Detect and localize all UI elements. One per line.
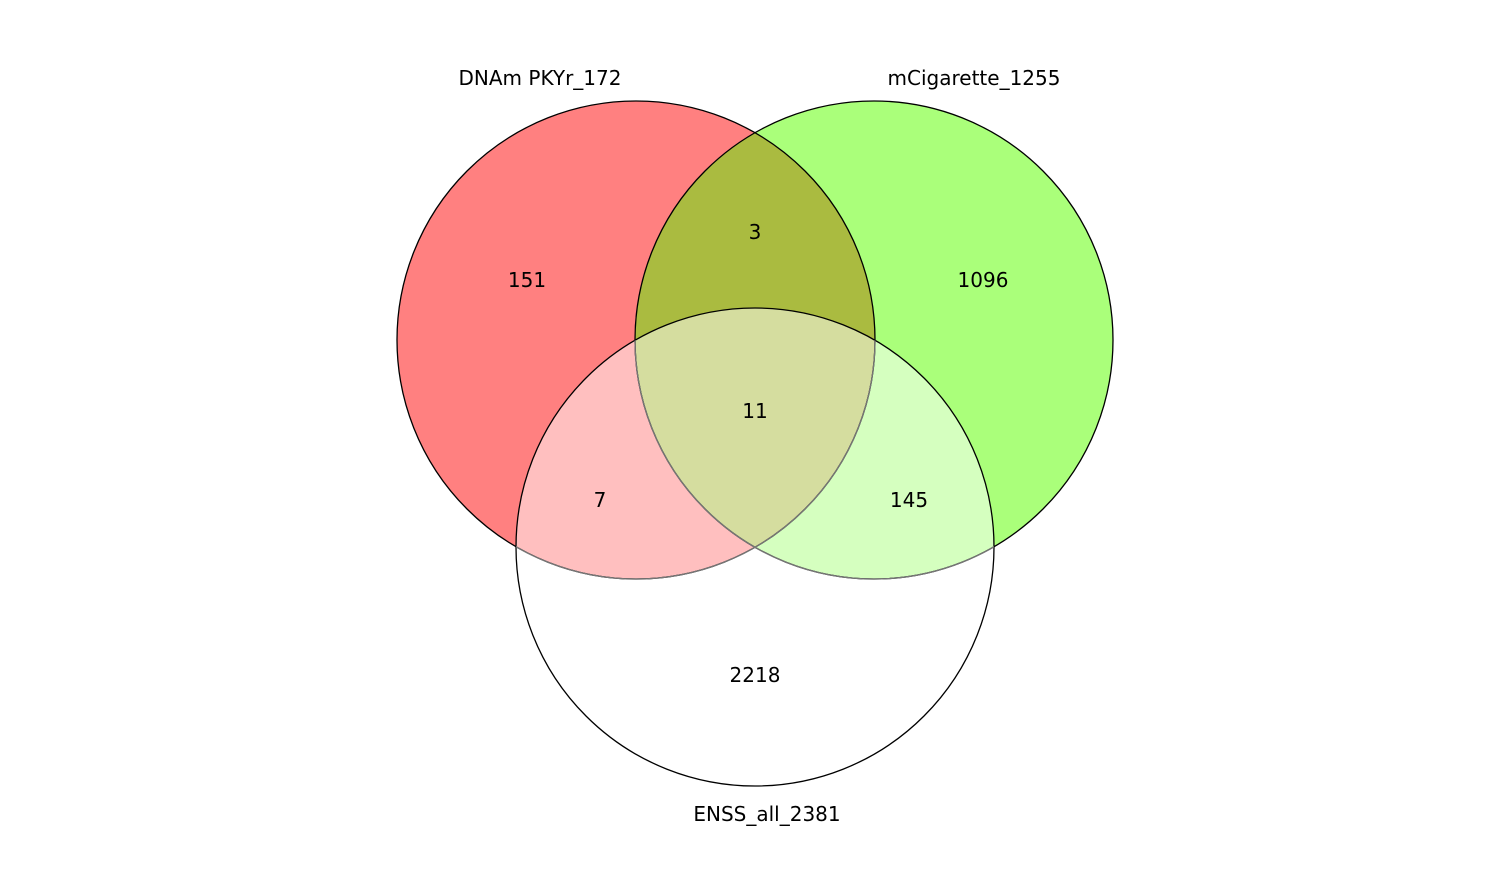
- count-ab: 3: [749, 220, 762, 244]
- set-a-label: DNAm PKYr_172: [459, 66, 622, 90]
- count-b-only: 1096: [958, 268, 1009, 292]
- set-b-label: mCigarette_1255: [888, 66, 1061, 90]
- count-bc: 145: [890, 488, 928, 512]
- count-ac: 7: [594, 488, 607, 512]
- count-abc: 11: [742, 399, 767, 423]
- set-c-label: ENSS_all_2381: [693, 802, 840, 826]
- count-a-only: 151: [508, 268, 546, 292]
- count-c-only: 2218: [730, 663, 781, 687]
